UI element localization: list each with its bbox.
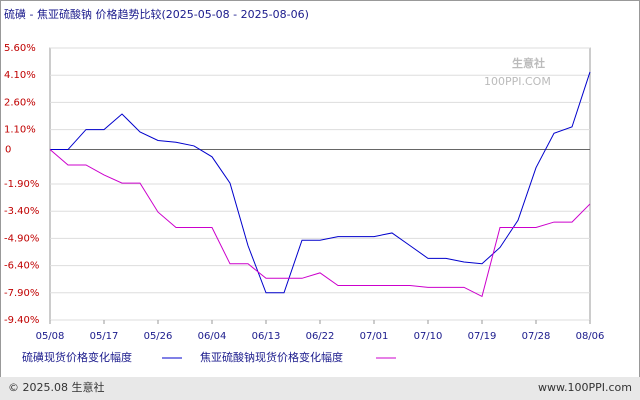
footer-right: www.100PPI.com <box>538 381 632 394</box>
y-tick-label: -3.40% <box>4 206 39 217</box>
x-tick-label: 07/01 <box>360 331 389 342</box>
legend-label: 硫磺现货价格变化幅度 <box>22 350 132 364</box>
y-tick-label: 2.60% <box>4 97 36 108</box>
footer-bar <box>0 377 640 400</box>
x-tick-label: 08/06 <box>576 331 605 342</box>
y-tick-label: -7.90% <box>4 288 39 299</box>
watermark-url: 100PPI.COM <box>484 75 551 88</box>
y-tick-label: -4.90% <box>4 233 39 244</box>
x-tick-label: 05/08 <box>36 331 65 342</box>
x-tick-label: 06/22 <box>306 331 335 342</box>
x-tick-label: 05/26 <box>144 331 173 342</box>
y-tick-label: 4.10% <box>4 70 36 81</box>
y-tick-label: 1.10% <box>4 125 36 136</box>
legend-label: 焦亚硫酸钠现货价格变化幅度 <box>200 350 343 364</box>
x-tick-label: 06/13 <box>252 331 281 342</box>
x-tick-label: 06/04 <box>198 331 227 342</box>
y-tick-label: -9.40% <box>4 315 39 326</box>
chart-title: 硫磺 - 焦亚硫酸钠 价格趋势比较(2025-05-08 - 2025-08-0… <box>4 7 309 21</box>
watermark: 生意社 <box>512 56 545 70</box>
series-line <box>49 149 591 298</box>
footer-left: © 2025.08 生意社 <box>8 380 104 394</box>
x-tick-label: 05/17 <box>90 331 119 342</box>
y-tick-label: -6.40% <box>4 261 39 272</box>
y-tick-label: 5.60% <box>4 43 36 54</box>
x-tick-label: 07/10 <box>414 331 443 342</box>
series-line <box>50 71 591 294</box>
y-tick-label: 0 <box>5 145 11 156</box>
x-tick-label: 07/28 <box>522 331 551 342</box>
x-tick-label: 07/19 <box>468 331 497 342</box>
y-tick-label: -1.90% <box>4 179 39 190</box>
